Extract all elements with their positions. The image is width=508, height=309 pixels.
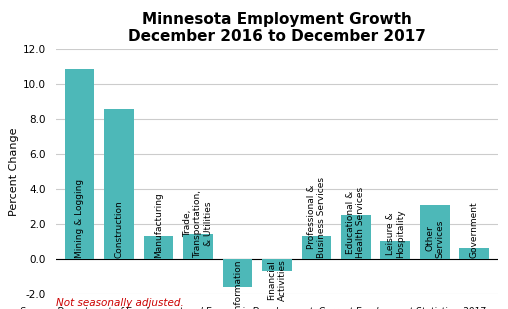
Text: Construction: Construction: [114, 200, 123, 258]
Text: Not seasonally adjusted.: Not seasonally adjusted.: [56, 298, 183, 308]
Text: Professional &
Business Services: Professional & Business Services: [307, 177, 326, 258]
Bar: [104, 109, 134, 259]
Bar: [223, 259, 252, 286]
Text: Other
Services: Other Services: [425, 219, 444, 258]
Text: Trade,
Transportation,
& Utilities: Trade, Transportation, & Utilities: [183, 190, 213, 258]
Bar: [341, 215, 370, 259]
Bar: [302, 236, 331, 259]
Bar: [262, 259, 292, 271]
Text: Manufacturing: Manufacturing: [154, 192, 163, 258]
Text: Government: Government: [470, 201, 479, 258]
Bar: [380, 241, 410, 259]
Text: Mining & Logging: Mining & Logging: [75, 179, 84, 258]
Bar: [65, 69, 94, 259]
Text: Educational &
Health Services: Educational & Health Services: [346, 187, 365, 258]
Bar: [183, 234, 213, 259]
Bar: [459, 248, 489, 259]
Text: Financial
Activities: Financial Activities: [267, 260, 287, 301]
Bar: [420, 205, 450, 259]
Text: Information: Information: [233, 260, 242, 309]
Title: Minnesota Employment Growth
December 2016 to December 2017: Minnesota Employment Growth December 201…: [128, 12, 426, 44]
Text: Source: Department of Employment and Economic Development, Current Employmnet St: Source: Department of Employment and Eco…: [20, 307, 489, 309]
Text: Leisure &
Hospitality: Leisure & Hospitality: [386, 209, 405, 258]
Y-axis label: Percent Change: Percent Change: [9, 127, 19, 216]
Bar: [144, 236, 173, 259]
